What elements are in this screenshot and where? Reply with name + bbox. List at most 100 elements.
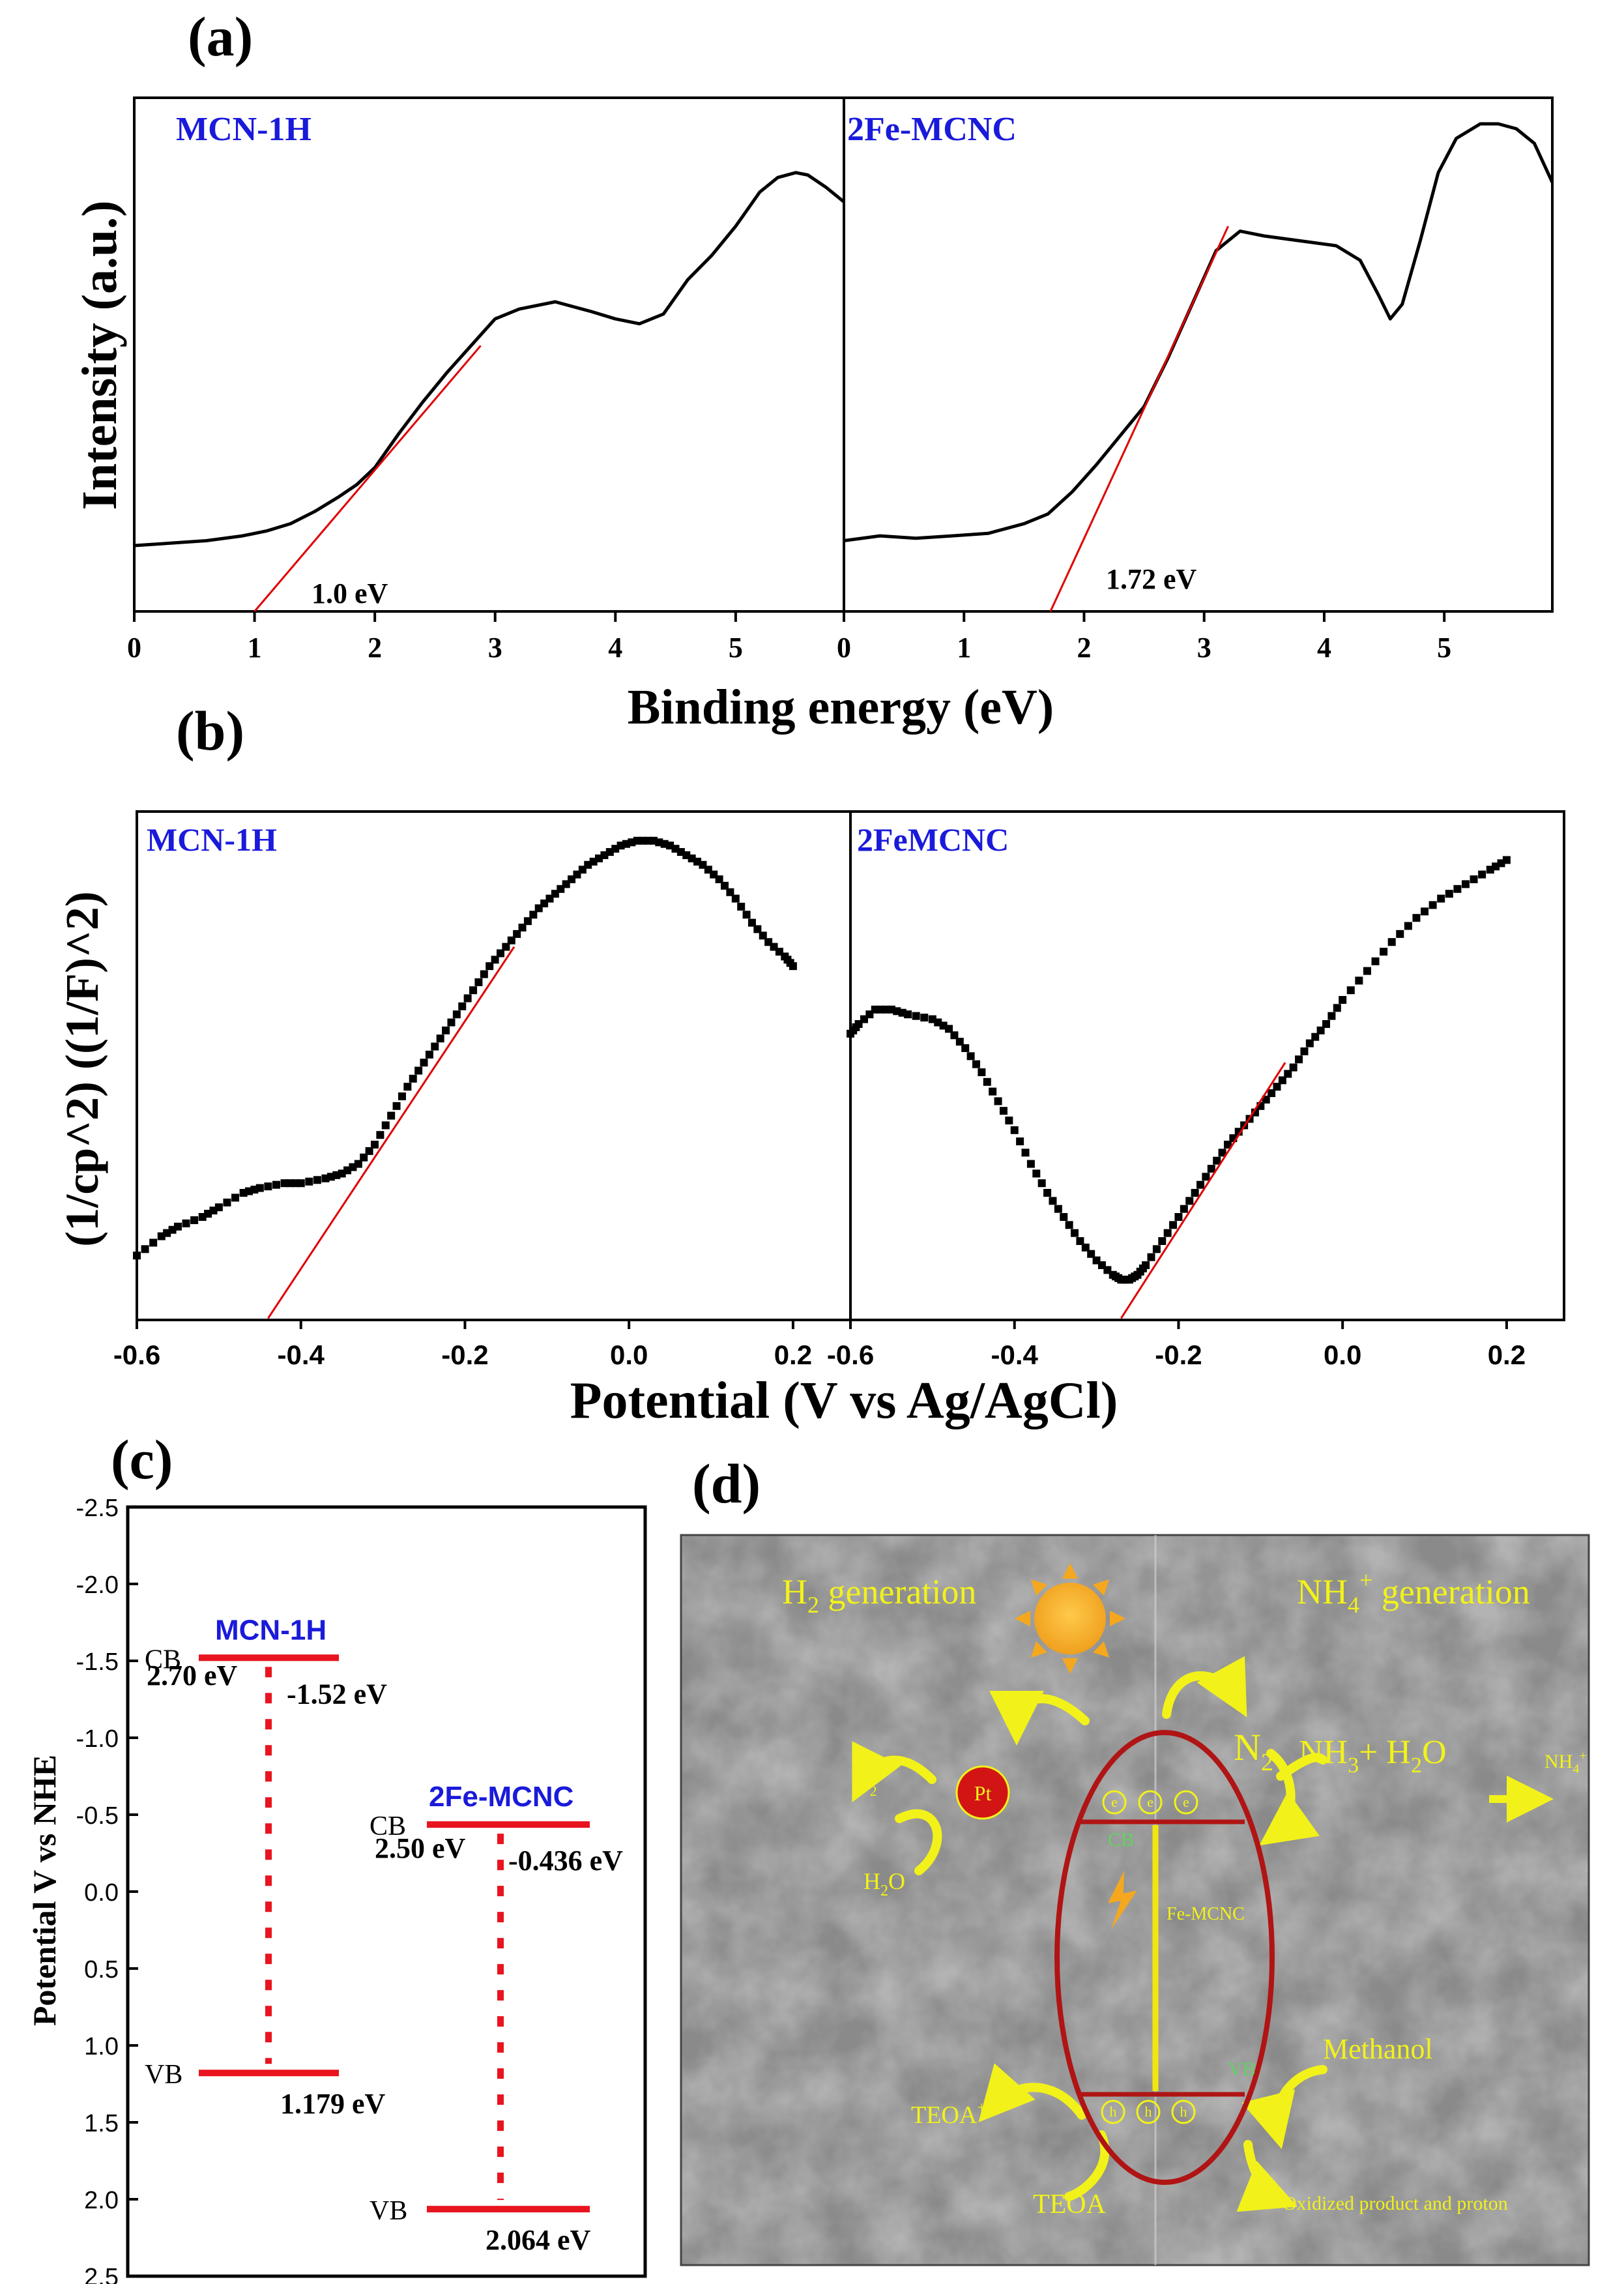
chart-b-right-title: 2FeMCNC (857, 821, 1009, 858)
chart-b-left-point (360, 1153, 368, 1162)
chart-b-right-point (912, 1012, 920, 1020)
chart-b-right-point (1437, 894, 1445, 903)
chart-a-right-fit-line (1049, 226, 1229, 612)
chart-a: MCN-1H 2Fe-MCNC 1.0 eV 1.72 eV 0 1 2 3 4 5 0 1… (72, 96, 1554, 735)
chart-b-right-point (955, 1038, 964, 1046)
chart-b-left-point (753, 925, 762, 933)
chart-b-left-point (747, 918, 756, 927)
chart-b-right-point (1152, 1245, 1161, 1253)
chart-b-right-xtick-label: -0.6 (827, 1340, 874, 1370)
chart-b-right-point (1251, 1108, 1259, 1117)
chart-b-right-point (1005, 1117, 1013, 1124)
vb-value-2: 2.064 eV (486, 2224, 591, 2256)
chart-b-right-point (1346, 986, 1355, 995)
cb-label-2: CB (370, 1811, 406, 1841)
electron-3: e (1183, 1794, 1189, 1810)
chart-b-left-point (529, 911, 538, 919)
chart-b-left-point (149, 1238, 158, 1247)
chart-b-right-xtick-label: -0.2 (1155, 1340, 1202, 1370)
chart-b-left-point (513, 930, 521, 938)
chart-b-right-plot (847, 856, 1511, 1319)
chart-b-left-xtick-label: -0.4 (278, 1340, 325, 1370)
chart-b-left-point (255, 1184, 264, 1192)
chart-b-right-point (1180, 1205, 1188, 1213)
chart-a-right-xtick-label: 4 (1317, 632, 1331, 664)
chart-a-left-xtick-label: 2 (368, 632, 382, 664)
chart-b-right-point (1289, 1063, 1298, 1072)
chart-b-left-point (414, 1066, 423, 1075)
chart-b-left-point (381, 1121, 390, 1130)
chart-b-right-point (1169, 1221, 1178, 1229)
vb-label-1: VB (145, 2060, 182, 2090)
chart-b-right-point (1158, 1237, 1167, 1245)
chart-a-left-frame (133, 96, 845, 613)
chart-b-left-point (463, 994, 472, 1003)
chart-c-ytick-label: -0.5 (76, 1802, 119, 1830)
chart-b-right-point (1147, 1253, 1155, 1261)
chart-a-right-curve (843, 122, 1554, 542)
teoa-label: TEOA (1033, 2189, 1107, 2219)
chart-b-right-point (1470, 875, 1478, 883)
chart-b-left-point (502, 943, 510, 951)
chart-b-right-point (1213, 1156, 1221, 1165)
chart-b-right-point (1087, 1250, 1095, 1258)
chart-b-right-point (1502, 856, 1511, 864)
chart-b-right-point (961, 1044, 970, 1052)
chart-b-left-point (354, 1160, 362, 1168)
chart-a-right-xtick-label: 0 (837, 632, 851, 664)
chart-a-left-xtick-label: 1 (248, 632, 262, 664)
chart-b-left-point (491, 956, 499, 964)
chart-a-left-xtick-label: 3 (488, 632, 502, 664)
gap-value-2: 2.50 eV (375, 1832, 466, 1864)
chart-b-right-xtick-label: 0.2 (1488, 1340, 1526, 1370)
gap-value-1: 2.70 eV (147, 1660, 238, 1691)
chart-b-right-point (989, 1087, 997, 1096)
chart-a-right-plot (843, 122, 1554, 612)
chart-b-left-plot (133, 836, 797, 1319)
chart-b-left-point (264, 1182, 272, 1191)
methanol-label: Methanol (1323, 2033, 1433, 2065)
chart-b-right-point (1311, 1032, 1320, 1041)
chart-b-left-point (452, 1010, 461, 1019)
chart-b-left-xticks: -0.6 -0.4 -0.2 0.0 0.2 (113, 1320, 812, 1370)
chart-b-right-point (1478, 870, 1486, 879)
chart-c-ytick-label: 0.5 (84, 1956, 119, 1984)
vb-tag: VB (1228, 2058, 1256, 2080)
chart-a-right-title: 2Fe-MCNC (847, 111, 1017, 148)
chart-b-right-point (1273, 1083, 1281, 1091)
chart-b-left-point (523, 917, 532, 926)
chart-b-left-fit-line (267, 946, 515, 1319)
hole-2: h (1145, 2103, 1152, 2120)
chart-a-left-xticks: 0 1 2 3 4 5 (127, 611, 743, 664)
chart-b-left-xtick-label: -0.6 (113, 1340, 160, 1370)
chart-a-right-annotation: 1.72 eV (1106, 563, 1197, 595)
chart-b-right-point (1032, 1169, 1041, 1178)
panel-label-a: (a) (188, 5, 253, 68)
chart-b-left-point (420, 1059, 428, 1067)
chart-b-right-point (1142, 1261, 1150, 1269)
chart-b-right-point (1339, 996, 1347, 1004)
chart-b-left-point (409, 1074, 417, 1083)
chart-a-left-xtick-label: 5 (729, 632, 743, 664)
sem-texture (681, 1535, 1589, 2265)
chart-a-right-xtick-label: 5 (1437, 632, 1451, 664)
h2-generation-title: H2 generation (782, 1572, 976, 1618)
chart-b-left-point (387, 1111, 396, 1120)
chart-b-left-point (447, 1018, 456, 1027)
chart-c-ytick-label: 0.0 (84, 1879, 119, 1907)
electrons (1102, 1790, 1198, 1815)
chart-b-left-point (518, 924, 527, 931)
chart-a-right-xtick-label: 3 (1197, 632, 1211, 664)
cb-label-1: CB (145, 1645, 181, 1675)
chart-c-yticks: -2.5 -2.0 -1.5 -1.0 -0.5 0.0 0.5 1.0 1.5 2.0 2.5 (76, 1495, 138, 2284)
chart-c-ylabel: Potential V vs NHE (26, 1755, 63, 2026)
chart-b-left-point (376, 1131, 384, 1139)
chart-b-left-point (496, 949, 504, 958)
chart-b-left-point (163, 1229, 171, 1237)
chart-b-right-fit-line (1120, 1062, 1286, 1319)
cb-value-2: -0.436 eV (508, 1845, 623, 1877)
chart-b-left-point (403, 1083, 412, 1091)
chart-b-left-xtick-label: 0.0 (610, 1340, 648, 1370)
chart-b-right-point (1445, 890, 1453, 898)
chart-a-right-xtick-label: 1 (957, 632, 971, 664)
